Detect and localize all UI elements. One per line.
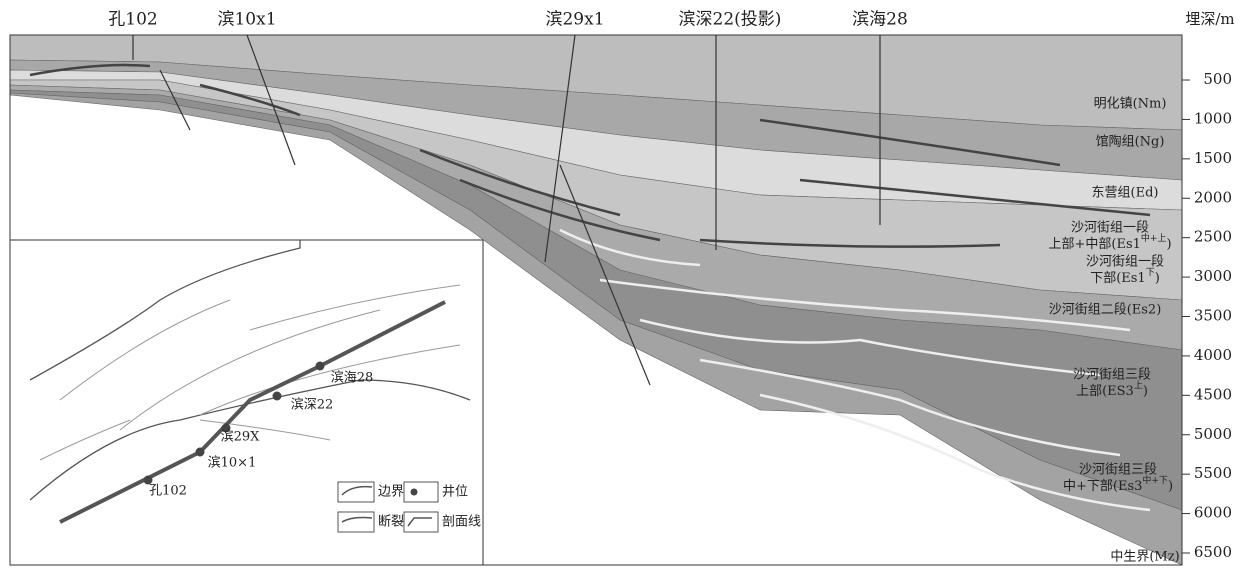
inset-well-label: 滨海28 [331,370,374,386]
depth-tick-label: 5000 [1194,425,1232,443]
formation-text: 下部(Es1 [1090,271,1146,286]
cross-section: 埋深/m 500 1000 1500 2000 2500 3000 3500 4000 4500… [0,0,1241,570]
legend-label: 剖面线 [442,515,481,530]
depth-tick-label: 5500 [1194,464,1232,482]
formation-tail: ) [1168,479,1173,494]
inset-well-label: 滨10×1 [208,455,257,471]
depth-tick-label: 2500 [1194,228,1232,246]
formation-label: 沙河街组一段 [1071,221,1149,236]
formation-tail: ) [1166,237,1171,252]
well-label: 滨深22(投影) [679,10,782,30]
depth-tick-label: 1500 [1194,149,1232,167]
depth-tick-label: 2000 [1194,188,1232,206]
depth-tick-label: 6500 [1194,543,1232,561]
legend-label: 井位 [442,485,468,500]
inset-well-label: 滨深22 [291,397,334,413]
formation-label: 中生界(Mz) [1110,550,1179,565]
formation-sup: 中+下 [1142,474,1168,486]
well-label: 孔102 [108,10,157,30]
depth-tick-label: 4000 [1194,346,1232,364]
depth-tick-label: 6000 [1194,504,1232,522]
inset-map [10,240,483,565]
formation-text: 上部(ES3 [1076,384,1134,399]
formation-label: 沙河街组二段(Es2) [1049,303,1162,318]
formation-tail: ) [1155,271,1160,286]
inset-well-label: 滨29X [221,429,261,445]
legend-label: 断裂 [378,515,404,530]
depth-label: 埋深/m [1185,10,1234,28]
legend-label: 边界 [378,485,404,500]
depth-tick-label: 1000 [1194,109,1232,127]
well-label: 滨29x1 [545,10,604,30]
formation-label: 馆陶组(Ng) [1096,134,1165,150]
formation-label: 东营组(Ed) [1092,186,1159,201]
formation-text: 中+下部(Es3 [1063,479,1142,494]
formation-tail: ) [1143,384,1148,399]
formation-sup: 中+上 [1141,232,1167,244]
depth-tick-label: 3500 [1194,307,1232,325]
depth-tick-label: 500 [1203,70,1232,88]
formation-sup: 下 [1146,268,1155,278]
depth-tick-label: 3000 [1194,267,1232,285]
formation-sup: 上 [1134,380,1143,391]
depth-tick-label: 4500 [1194,385,1232,403]
formation-text: 上部+中部(Es1 [1048,237,1140,252]
well-label: 滨10x1 [217,10,276,30]
formation-label: 明化镇(Nm) [1094,97,1167,112]
well-label: 滨海28 [852,10,908,30]
inset-well-label: 孔102 [149,484,187,499]
